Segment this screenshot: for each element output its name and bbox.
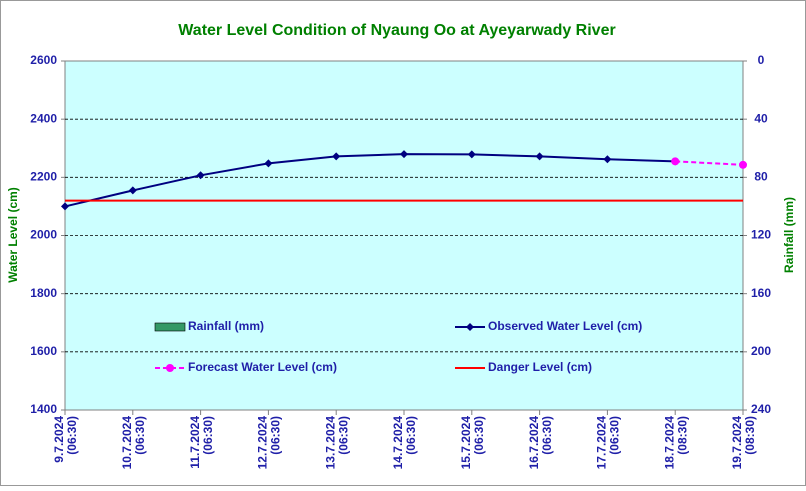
legend-label: Danger Level (cm)	[488, 360, 592, 374]
x-tick-label: 14.7.2024	[391, 416, 405, 470]
legend-swatch	[154, 322, 186, 332]
legend-marker	[466, 323, 474, 331]
x-tick-label: 9.7.2024	[52, 416, 66, 463]
y2-tick-label: 200	[751, 344, 771, 358]
y2-tick-label: 160	[751, 286, 771, 300]
x-tick-label: 12.7.2024	[256, 416, 270, 470]
x-tick-label: 13.7.2024	[323, 416, 337, 470]
x-tick-label: (06:30)	[269, 416, 283, 455]
point	[400, 150, 408, 159]
y-tick-label: 2400	[30, 111, 57, 125]
x-tick-label: (06:30)	[65, 416, 79, 455]
x-tick-label: 16.7.2024	[527, 416, 541, 470]
x-tick-label: (06:30)	[540, 416, 554, 455]
legend-marker	[166, 364, 174, 372]
x-tick-label: (06:30)	[336, 416, 350, 455]
y-tick-label: 1800	[30, 286, 57, 300]
x-tick-label: 15.7.2024	[459, 416, 473, 470]
x-tick-label: (06:30)	[608, 416, 622, 455]
y-tick-label: 1400	[30, 402, 57, 416]
x-tick-label: 11.7.2024	[188, 416, 202, 469]
x-tick-label: (06:30)	[404, 416, 418, 455]
x-tick-label: (06:30)	[472, 416, 486, 455]
y2-tick-label: 80	[754, 170, 768, 184]
point	[264, 159, 273, 168]
y-tick-label: 2600	[30, 53, 57, 67]
point	[671, 157, 680, 166]
legend-label: Rainfall (mm)	[188, 319, 264, 333]
y-axis-label: Water Level (cm)	[6, 187, 20, 283]
y2-tick-label: 0	[758, 53, 765, 67]
y2-axis-label: Rainfall (mm)	[782, 197, 796, 273]
point	[196, 171, 205, 180]
point	[61, 202, 69, 211]
x-tick-label: (08:30)	[675, 416, 689, 455]
y-tick-label: 1600	[30, 344, 57, 358]
x-tick-label: 17.7.2024	[595, 416, 609, 470]
x-tick-label: 18.7.2024	[662, 416, 676, 470]
x-tick-label: 10.7.2024	[120, 416, 134, 470]
series-line	[64, 153, 676, 208]
y2-tick-label: 240	[751, 402, 771, 416]
x-tick-label: (08:30)	[743, 416, 757, 455]
point	[128, 186, 137, 195]
point	[535, 152, 544, 161]
y-tick-label: 2000	[30, 228, 57, 242]
series-line	[675, 160, 744, 166]
chart-title: Water Level Condition of Nyaung Oo at Ay…	[178, 22, 615, 39]
point	[739, 160, 747, 169]
y2-tick-label: 120	[751, 228, 771, 242]
point	[603, 155, 612, 164]
point	[332, 152, 341, 161]
y-tick-label: 2200	[30, 170, 57, 184]
legend-label: Forecast Water Level (cm)	[188, 360, 337, 374]
x-tick-label: 19.7.2024	[730, 416, 744, 470]
legend-label: Observed Water Level (cm)	[488, 319, 642, 333]
y2-tick-label: 40	[754, 111, 768, 125]
point	[467, 150, 476, 159]
x-tick-label: (06:30)	[201, 416, 215, 455]
x-tick-label: (06:30)	[133, 416, 147, 455]
